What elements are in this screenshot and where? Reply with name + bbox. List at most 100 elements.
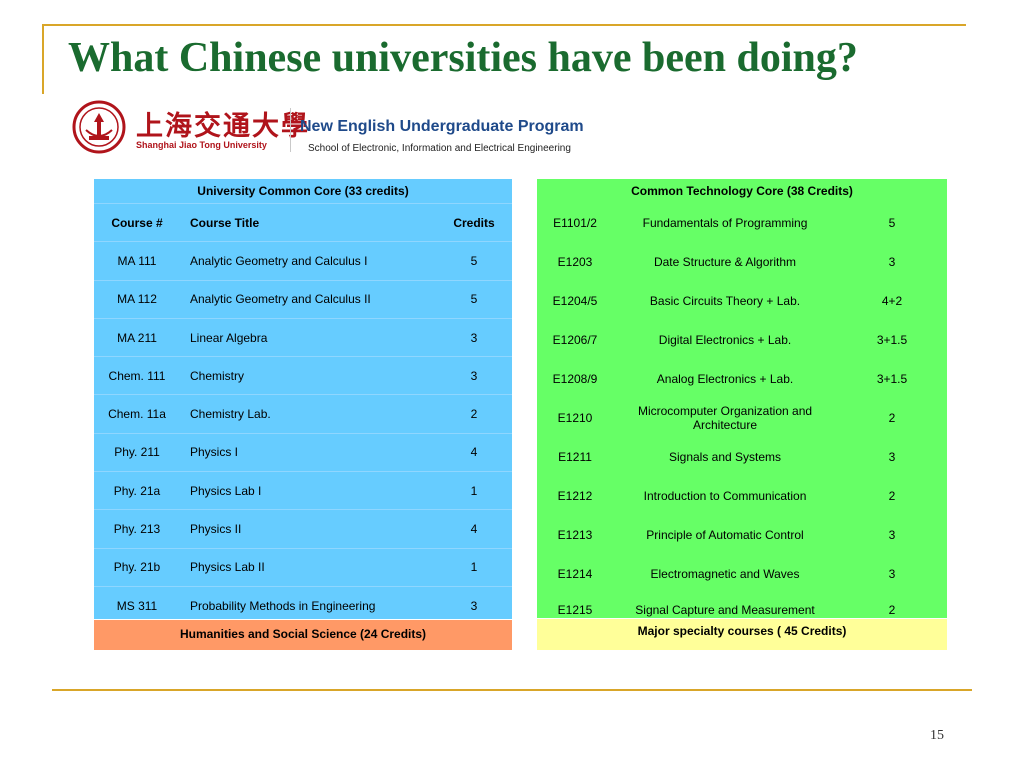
table-row: E1211 Signals and Systems 3	[537, 437, 947, 476]
course-num: Chem. 11a	[94, 394, 180, 434]
course-credits: 3	[436, 585, 512, 625]
program-subtitle: School of Electronic, Information and El…	[308, 143, 571, 154]
course-credits: 4	[436, 432, 512, 472]
table-row: E1206/7 Digital Electronics + Lab. 3+1.5	[537, 320, 947, 359]
course-credits: 3	[888, 566, 896, 581]
course-title: Linear Algebra	[180, 317, 436, 357]
common-core-title-row: University Common Core (33 credits)	[94, 179, 512, 204]
common-core-header-row: Course # Course Title Credits	[94, 202, 512, 242]
table-row: MA 111 Analytic Geometry and Calculus I …	[94, 241, 512, 281]
page-number: 15	[930, 728, 944, 743]
course-name: Analog Electronics + Lab.	[656, 371, 794, 386]
course-num: MA 112	[94, 279, 180, 319]
course-num: Chem. 111	[94, 356, 180, 395]
table-row: Phy. 211 Physics I 4	[94, 432, 512, 472]
course-credits: 1	[436, 471, 512, 510]
course-credits: 3+1.5	[876, 332, 908, 347]
course-credits: 5	[888, 215, 896, 230]
course-credits: 3	[888, 527, 896, 542]
course-credits: 3	[888, 449, 896, 464]
course-code: E1214	[557, 566, 593, 581]
course-num: MA 111	[94, 241, 180, 281]
university-english-name: Shanghai Jiao Tong University	[136, 140, 267, 150]
table-row: Phy. 21b Physics Lab II 1	[94, 547, 512, 587]
header-credits: Credits	[436, 202, 512, 242]
course-name: Basic Circuits Theory + Lab.	[649, 293, 801, 308]
course-title: Physics Lab II	[180, 547, 436, 587]
course-credits: 3+1.5	[876, 371, 908, 386]
course-name: Signals and Systems	[668, 449, 782, 464]
common-core-title: University Common Core (33 credits)	[197, 184, 409, 198]
course-credits: 4+2	[881, 293, 903, 308]
course-credits: 3	[436, 356, 512, 395]
program-title: New English Undergraduate Program	[300, 118, 584, 135]
table-row: E1210 Microcomputer Organization and Arc…	[537, 398, 947, 437]
course-credits: 3	[436, 317, 512, 357]
course-code: E1211	[558, 449, 592, 464]
frame-left-rule	[42, 24, 44, 94]
university-banner: 上海交通大學 Shanghai Jiao Tong University New…	[72, 100, 612, 162]
course-num: Phy. 211	[94, 432, 180, 472]
course-title: Analytic Geometry and Calculus I	[180, 241, 436, 281]
course-credits: 1	[436, 547, 512, 587]
university-chinese-name: 上海交通大學	[136, 111, 310, 142]
table-row: E1214 Electromagnetic and Waves 3	[537, 554, 947, 593]
table-row: Phy. 213 Physics II 4	[94, 509, 512, 549]
table-row: MA 211 Linear Algebra 3	[94, 317, 512, 357]
table-row: Chem. 11a Chemistry Lab. 2	[94, 394, 512, 434]
table-row: E1213 Principle of Automatic Control 3	[537, 515, 947, 554]
technology-core-table: Common Technology Core (38 Credits) E110…	[537, 179, 947, 626]
table-row: Phy. 21a Physics Lab I 1	[94, 471, 512, 510]
frame-bottom-rule	[52, 689, 972, 691]
course-credits: 3	[888, 254, 896, 269]
banner-divider	[290, 108, 291, 152]
technology-core-title: Common Technology Core (38 Credits)	[631, 184, 853, 198]
course-code: E1101/2	[553, 215, 597, 230]
course-num: Phy. 21a	[94, 471, 180, 510]
table-row: E1215 Signal Capture and Measurement 2	[537, 593, 947, 626]
common-core-table: University Common Core (33 credits) Cour…	[94, 179, 512, 625]
course-credits: 2	[888, 488, 896, 503]
table-row: E1208/9 Analog Electronics + Lab. 3+1.5	[537, 359, 947, 398]
course-name: Introduction to Communication	[643, 488, 807, 503]
course-credits: 2	[436, 394, 512, 434]
course-credits: 2	[888, 602, 896, 617]
table-row: E1204/5 Basic Circuits Theory + Lab. 4+2	[537, 281, 947, 320]
technology-core-title-row: Common Technology Core (38 Credits)	[537, 179, 947, 203]
course-title: Analytic Geometry and Calculus II	[180, 279, 436, 319]
course-title: Physics II	[180, 509, 436, 549]
technology-core-panel: Common Technology Core (38 Credits) E110…	[537, 179, 947, 650]
course-title: Physics Lab I	[180, 471, 436, 510]
humanities-footer: Humanities and Social Science (24 Credit…	[94, 619, 512, 650]
table-row: MA 112 Analytic Geometry and Calculus II…	[94, 279, 512, 319]
course-title: Physics I	[180, 432, 436, 472]
course-title: Probability Methods in Engineering	[180, 585, 436, 625]
header-course-title: Course Title	[180, 202, 436, 242]
course-num: Phy. 21b	[94, 547, 180, 587]
course-num: Phy. 213	[94, 509, 180, 549]
header-course-num: Course #	[94, 202, 180, 242]
course-credits: 5	[436, 241, 512, 281]
course-credits: 2	[888, 410, 896, 425]
course-name: Date Structure & Algorithm	[653, 254, 797, 269]
table-row: E1212 Introduction to Communication 2	[537, 476, 947, 515]
course-title: Chemistry Lab.	[180, 394, 436, 434]
university-seal-icon	[72, 100, 126, 154]
course-num: MS 311	[94, 585, 180, 625]
frame-top-rule	[42, 24, 966, 26]
course-code: E1208/9	[552, 371, 598, 386]
course-code: E1203	[557, 254, 593, 269]
course-code: E1210	[557, 410, 593, 425]
table-row: E1203 Date Structure & Algorithm 3	[537, 242, 947, 281]
course-name: Microcomputer Organization and Architect…	[637, 403, 813, 432]
course-credits: 5	[436, 279, 512, 319]
course-code: E1204/5	[552, 293, 598, 308]
table-row: E1101/2 Fundamentals of Programming 5	[537, 203, 947, 242]
course-code: E1215	[557, 602, 593, 617]
slide-title: What Chinese universities have been doin…	[68, 35, 858, 81]
major-specialty-footer: Major specialty courses ( 45 Credits)	[537, 618, 947, 650]
course-name: Principle of Automatic Control	[646, 527, 804, 542]
course-name: Fundamentals of Programming	[642, 215, 808, 230]
common-core-panel: University Common Core (33 credits) Cour…	[94, 179, 512, 650]
course-code: E1213	[557, 527, 593, 542]
